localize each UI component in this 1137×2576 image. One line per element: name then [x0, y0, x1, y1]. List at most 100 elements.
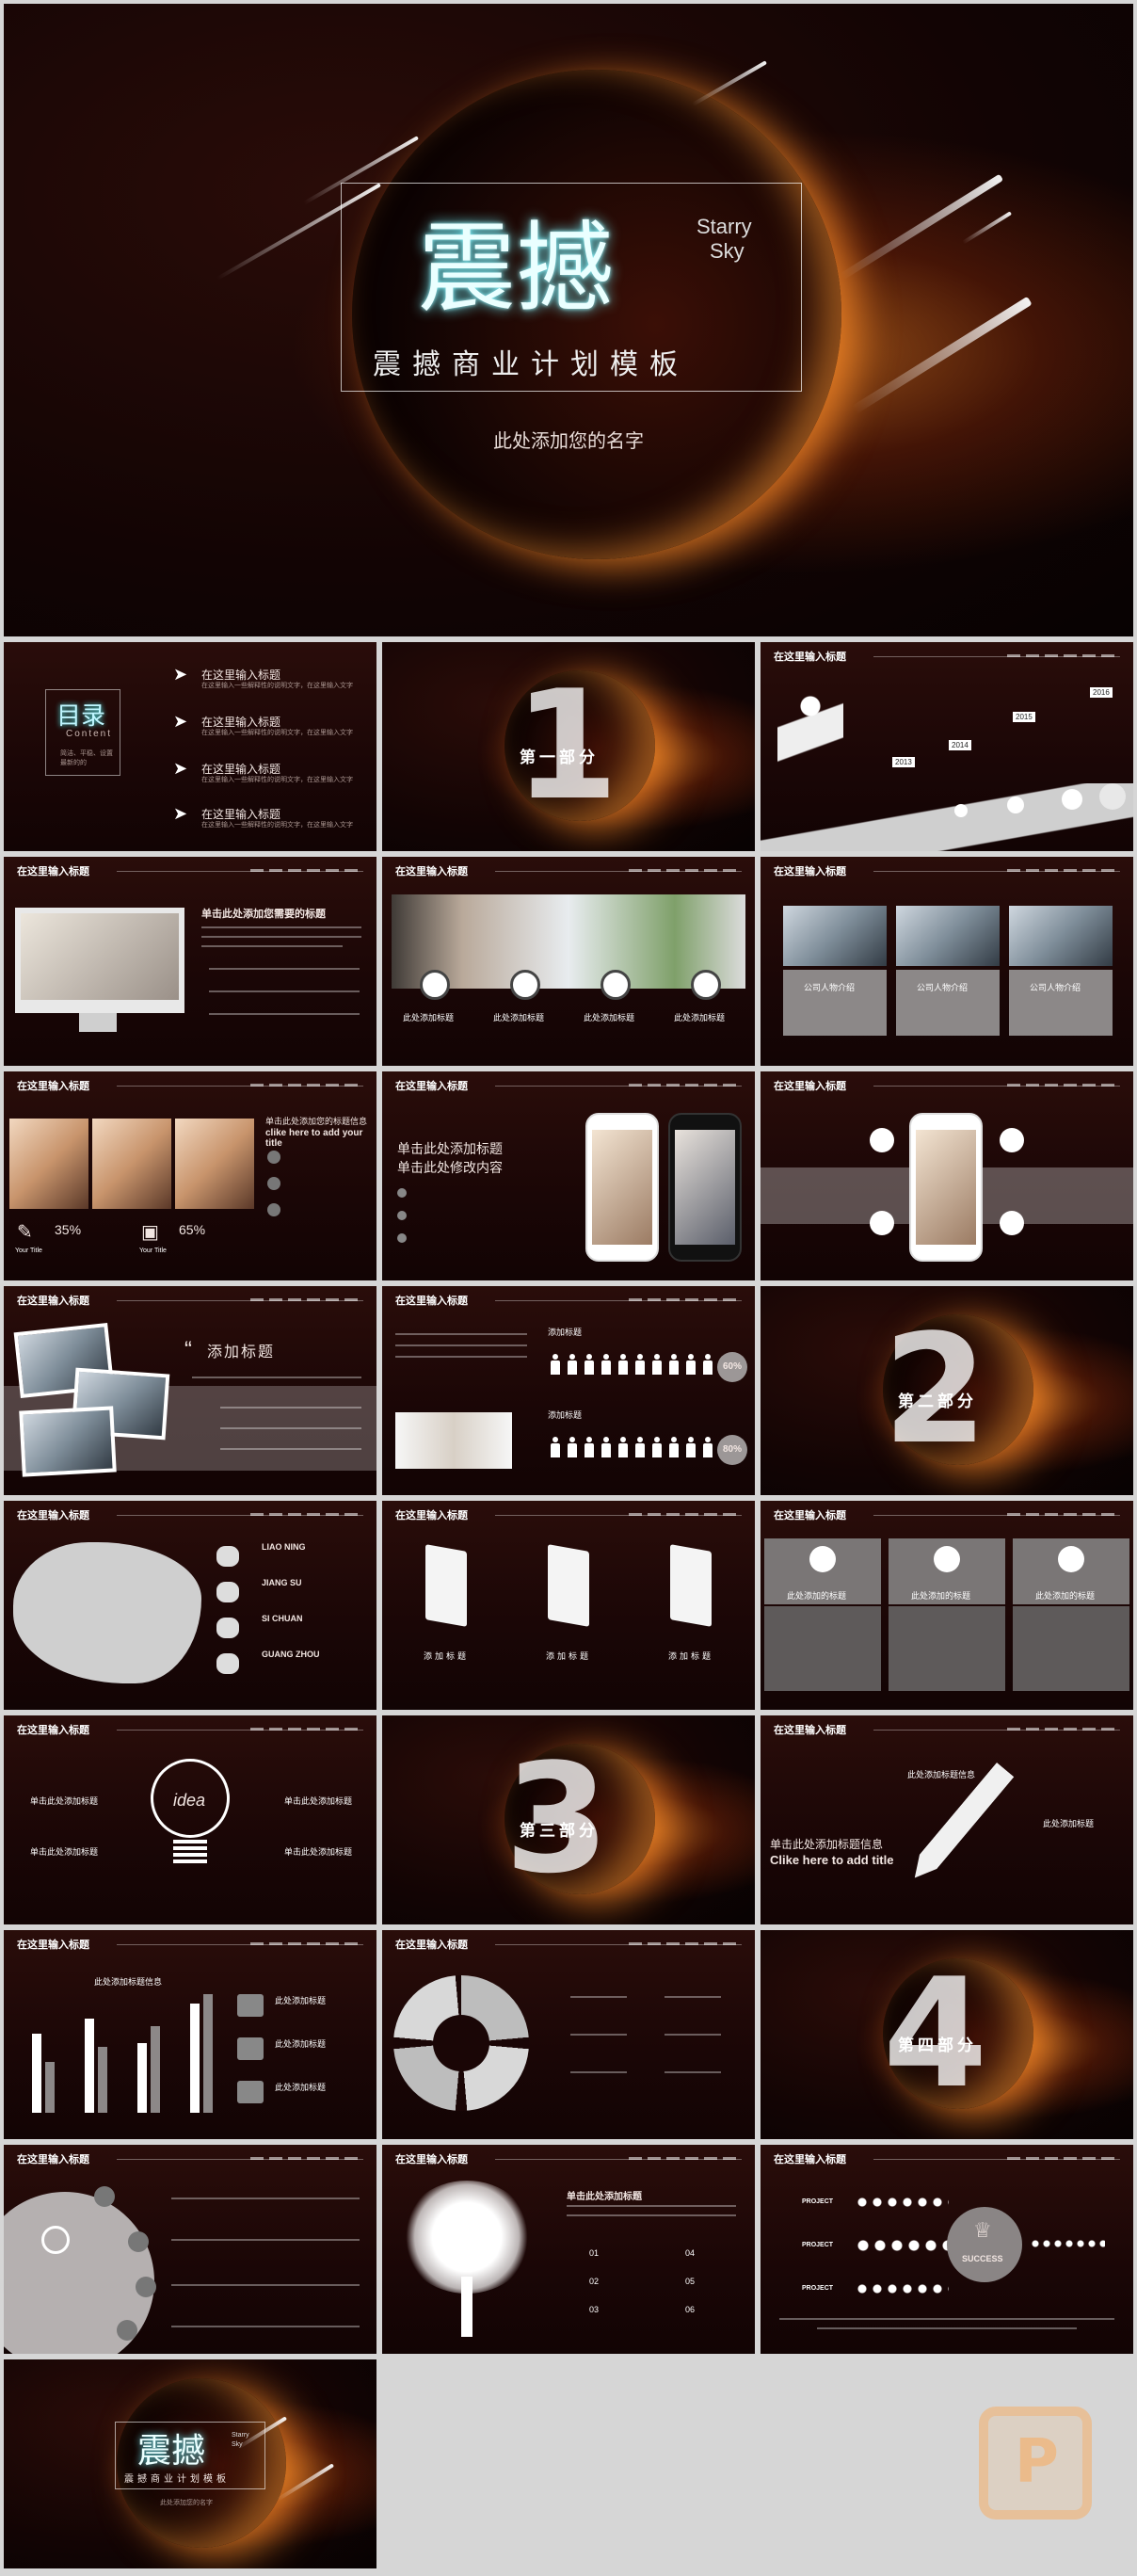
pct-circle [717, 1435, 747, 1465]
profile-card [896, 970, 1000, 1036]
slide-title-en: Clike here to add title [770, 1853, 894, 1867]
people-row-1 [548, 1354, 727, 1377]
card-icon [1058, 1546, 1084, 1572]
card-title: 此处添加的标题 [1035, 1591, 1096, 1601]
stat-label: 添加标题 [548, 1410, 583, 1420]
slide-title: 单击此处添加您需要的标题 [201, 909, 326, 920]
slide-header: 在这里输入标题 [382, 862, 755, 877]
toc-item-desc: 在这里输入一些解释性的说明文字，在这里输入文字 [201, 777, 353, 783]
text-line [817, 2327, 1077, 2329]
slide-header: 在这里输入标题 [761, 2150, 1133, 2165]
pen-slide: 在这里输入标题 此处添加标题信息 此处添加标题 单击此处添加标题信息 Clike… [761, 1715, 1133, 1924]
planet-image [504, 670, 655, 821]
bulb-base [173, 1840, 207, 1866]
add-title-slide: 在这里输入标题 “ 添加标题 [4, 1286, 376, 1495]
cover-side-text-2: Sky [710, 239, 745, 263]
team-label: 此处添加标题 [674, 1013, 726, 1022]
tree-icon [401, 2181, 533, 2294]
board-3d [425, 1544, 467, 1627]
part-3-slide: 3 第三部分 [382, 1715, 755, 1924]
meteor-streak [962, 211, 1013, 245]
chart-icon [237, 2037, 264, 2060]
chart-label: 此处添加标题 [275, 2039, 327, 2049]
chart-bar [32, 2034, 41, 2113]
slide-header-title: 在这里输入标题 [17, 1081, 89, 1092]
chart-bar [85, 2019, 94, 2113]
chart-bar [151, 2026, 160, 2113]
part-number: 3 [504, 1731, 610, 1907]
toc-title: 目录 [56, 701, 106, 730]
cover-author: 此处添加您的名字 [493, 431, 644, 452]
part-label: 第三部分 [520, 1822, 599, 1840]
meteor-streak [851, 296, 1033, 414]
bullet-dot [267, 1203, 280, 1216]
slide-header: 在这里输入标题 [4, 1506, 376, 1521]
slide-header-title: 在这里输入标题 [17, 1296, 89, 1307]
slide-title: 单击此处添加标题 [567, 2192, 642, 2202]
chart-icon [237, 2081, 264, 2103]
team-label: 此处添加标题 [584, 1013, 635, 1022]
profile-photo [896, 906, 1000, 966]
pct-value: 65% [179, 1222, 206, 1237]
bullet-dot [397, 1188, 407, 1198]
tree-num: 05 [685, 2277, 696, 2286]
photo-tile [9, 1119, 88, 1209]
cover-subtitle: 震撼商业计划模板 [373, 349, 689, 380]
slide-header-title: 在这里输入标题 [395, 1296, 468, 1307]
timeline-dot [1062, 789, 1082, 810]
text-line [665, 2034, 721, 2036]
card-title: 此处添加的标题 [787, 1591, 847, 1601]
chart-bar [45, 2062, 55, 2113]
year-label: 2013 [892, 757, 915, 767]
timeline-dot [954, 804, 968, 817]
people-stats-slide: 在这里输入标题 添加标题 添加标题 60% 80% [382, 1286, 755, 1495]
mac-slide: 在这里输入标题 单击此处添加您需要的标题 [4, 857, 376, 1066]
slide-header: 在这里输入标题 [382, 1077, 755, 1092]
team-icon [510, 970, 540, 1000]
cards-slide: 在这里输入标题 此处添加的标题 此处添加的标题 此处添加的标题 [761, 1501, 1133, 1710]
timeline-slide: 在这里输入标题 2013 2014 2015 2016 [761, 642, 1133, 851]
toc-item-desc: 在这里输入一些解释性的说明文字，在这里输入文字 [201, 822, 353, 829]
pen-label: 此处添加标题信息 [907, 1770, 976, 1779]
text-line [779, 2318, 1114, 2320]
year-label: 2014 [949, 740, 971, 750]
android-icon [1000, 1128, 1024, 1152]
text-line [395, 1333, 527, 1335]
info-card-body [1013, 1606, 1129, 1691]
pct-circle [717, 1352, 747, 1382]
part-number: 4 [883, 1945, 988, 2121]
text-line [171, 2284, 360, 2286]
idea-label: 单击此处添加标题 [284, 1796, 353, 1806]
node-dot [136, 2277, 156, 2297]
text-line [209, 990, 360, 992]
phone-white [585, 1113, 659, 1262]
chart-bar [98, 2047, 107, 2113]
slide-header-title: 在这里输入标题 [774, 652, 846, 663]
apple-icon [870, 1128, 894, 1152]
toc-arrow-icon: ➤ [173, 759, 188, 778]
year-label: 2015 [1013, 712, 1035, 722]
node-dot [117, 2320, 137, 2341]
tree-num: 01 [589, 2248, 600, 2258]
tree-trunk [461, 2277, 472, 2337]
slide-header-title: 在这里输入标题 [395, 2154, 468, 2165]
slide-header: 在这里输入标题 [4, 2150, 376, 2165]
slide-header: 在这里输入标题 [761, 648, 1133, 663]
profile-card [1009, 970, 1113, 1036]
slide-header: 在这里输入标题 [761, 1077, 1133, 1092]
toc-arrow-icon: ➤ [173, 804, 188, 823]
toc-arrow-icon: ➤ [173, 712, 188, 731]
project-label: PROJECT [802, 2242, 834, 2248]
part-label: 第一部分 [520, 749, 599, 766]
headset-icon [41, 2226, 70, 2254]
chart-label: 此处添加标题 [275, 1996, 327, 2005]
percent-slide: 在这里输入标题 单击此处添加您的标题信息 clike here to add y… [4, 1071, 376, 1280]
dot-trail [855, 2196, 949, 2209]
slide-header-title: 在这里输入标题 [774, 1510, 846, 1521]
text-line [209, 968, 360, 970]
idea-label: 单击此处添加标题 [30, 1847, 99, 1857]
part-2-slide: 2 第二部分 [761, 1286, 1133, 1495]
bulb-text: idea [173, 1791, 206, 1810]
slide-header: 在这里输入标题 [761, 862, 1133, 877]
team-icon [601, 970, 631, 1000]
